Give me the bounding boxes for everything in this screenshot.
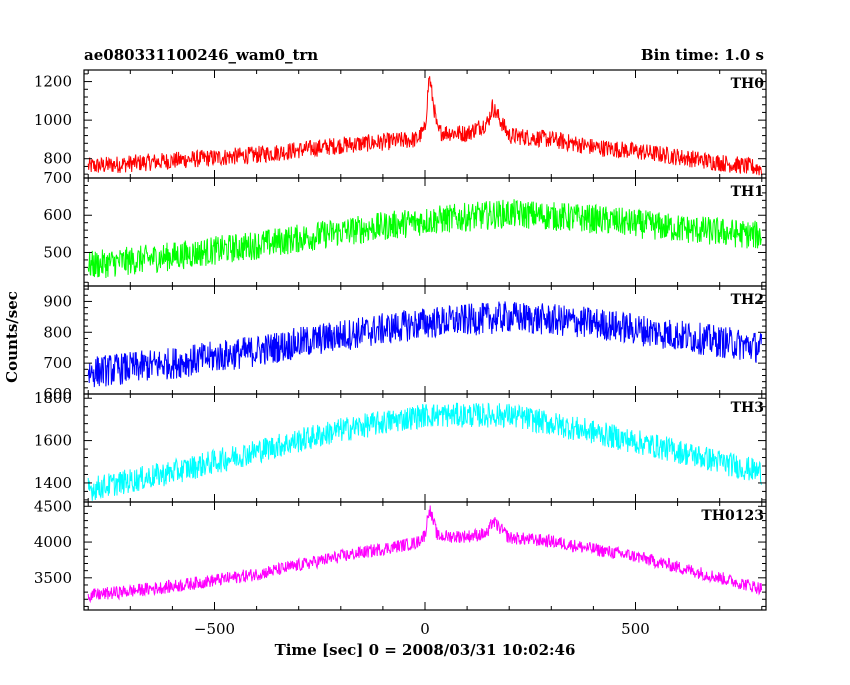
y-tick-label: 4000 [34,533,72,551]
panel-th0: 800 1000 1200 TH0 [34,69,767,179]
x-tick-label: −500 [194,620,235,638]
y-tick-label: 1600 [34,432,72,450]
y-tick-label: 1400 [34,474,72,492]
y-axis-label: Counts/sec [3,291,21,383]
panel-label-th2: TH2 [731,292,764,308]
panel-frame [83,177,767,287]
y-tick-label: 4500 [34,497,72,515]
y-tick-label: 1800 [34,389,72,407]
series-line-th3 [87,402,763,501]
panel-frame [83,501,767,611]
y-tick-label: 3500 [34,569,72,587]
panel-label-th0: TH0 [731,76,765,92]
x-tick-label: 0 [420,620,430,638]
bin-time-label: Bin time: 1.0 s [641,46,764,64]
y-tick-label: 1200 [34,73,72,91]
panel-th3: 1400 1600 1800 TH3 [34,389,767,503]
panel-label-th3: TH3 [731,400,764,416]
y-tick-label: 700 [43,354,72,372]
panel-th1: 500 600 700 TH1 [43,169,767,287]
series-line-th2 [87,301,763,388]
x-axis-label: Time [sec] 0 = 2008/03/31 10:02:46 [275,641,576,659]
y-tick-label: 800 [43,323,72,341]
panel-label-th0123: TH0123 [701,508,764,524]
y-tick-label: 800 [43,150,72,168]
series-line-th1 [87,199,763,279]
series-line-th0123 [87,505,763,604]
chart-title: ae080331100246_wam0_trn [84,46,318,64]
y-tick-label: 1000 [34,111,72,129]
y-tick-label: 600 [43,385,72,403]
y-tick-label: 600 [43,206,72,224]
y-tick-label: 500 [43,243,72,261]
panel-th0123: 3500 4000 4500 TH0123 [34,497,767,611]
y-tick-label: 700 [43,169,72,187]
panel-label-th1: TH1 [731,184,764,200]
x-tick-label: 500 [621,620,650,638]
series-line-th0 [87,76,763,176]
y-tick-label: 900 [43,292,72,310]
panel-th2: 600 700 800 900 TH2 [43,285,767,403]
